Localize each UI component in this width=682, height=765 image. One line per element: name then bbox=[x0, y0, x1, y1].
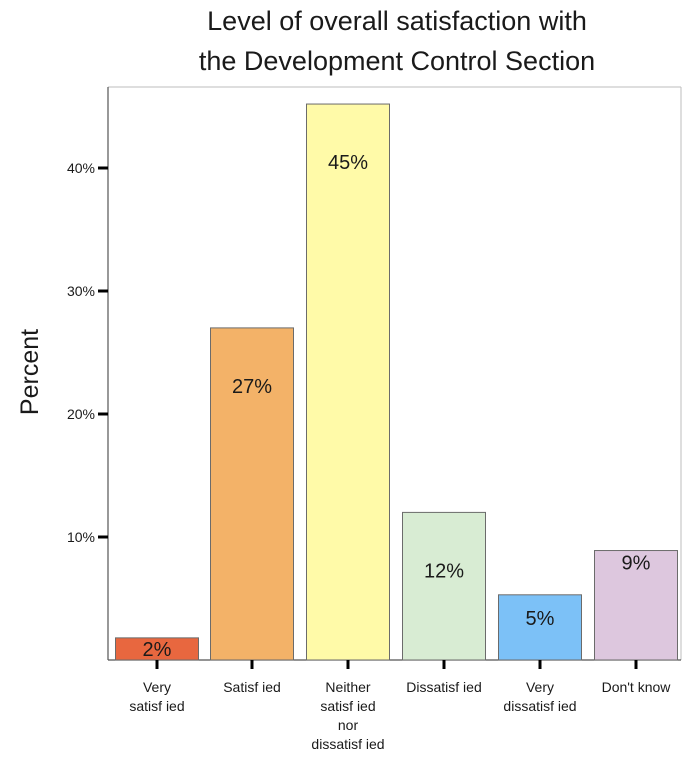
chart-title: Level of overall satisfaction with the De… bbox=[199, 6, 595, 76]
y-axis-label: Percent bbox=[16, 329, 44, 415]
bar bbox=[306, 103, 390, 661]
data-label: 5% bbox=[526, 608, 555, 630]
bar bbox=[402, 511, 486, 661]
x-tick-label: Very satisf ied bbox=[129, 679, 184, 714]
y-tick-label: 40% bbox=[67, 160, 95, 176]
data-label: 2% bbox=[143, 639, 172, 661]
chart-title-line: the Development Control Section bbox=[199, 46, 595, 76]
bar bbox=[594, 550, 678, 661]
y-tick-label: 10% bbox=[67, 529, 95, 545]
bars bbox=[115, 103, 678, 661]
y-axis: 10% 20% 30% 40% bbox=[67, 160, 108, 545]
data-label: 45% bbox=[328, 152, 368, 174]
x-tick-label: Dissatisf ied bbox=[406, 679, 481, 695]
x-tick-label: Neither satisf ied nor dissatisf ied bbox=[311, 679, 384, 752]
x-tick-label: Satisf ied bbox=[223, 679, 281, 695]
data-label: 9% bbox=[622, 553, 651, 575]
plot-area bbox=[107, 86, 682, 661]
y-tick-label: 20% bbox=[67, 406, 95, 422]
chart-title-line: Level of overall satisfaction with bbox=[207, 6, 587, 36]
bar bbox=[498, 594, 582, 661]
y-tick-label: 30% bbox=[67, 283, 95, 299]
bar bbox=[210, 327, 294, 661]
data-label: 12% bbox=[424, 560, 464, 582]
data-labels: 2% 27% 45% 12% 5% 9% bbox=[143, 152, 651, 661]
data-label: 27% bbox=[232, 376, 272, 398]
x-tick-label: Don't know bbox=[602, 679, 672, 695]
x-axis: Very satisf ied Satisf ied Neither satisf ie… bbox=[129, 660, 671, 752]
x-tick-label: Very dissatisf ied bbox=[503, 679, 576, 714]
